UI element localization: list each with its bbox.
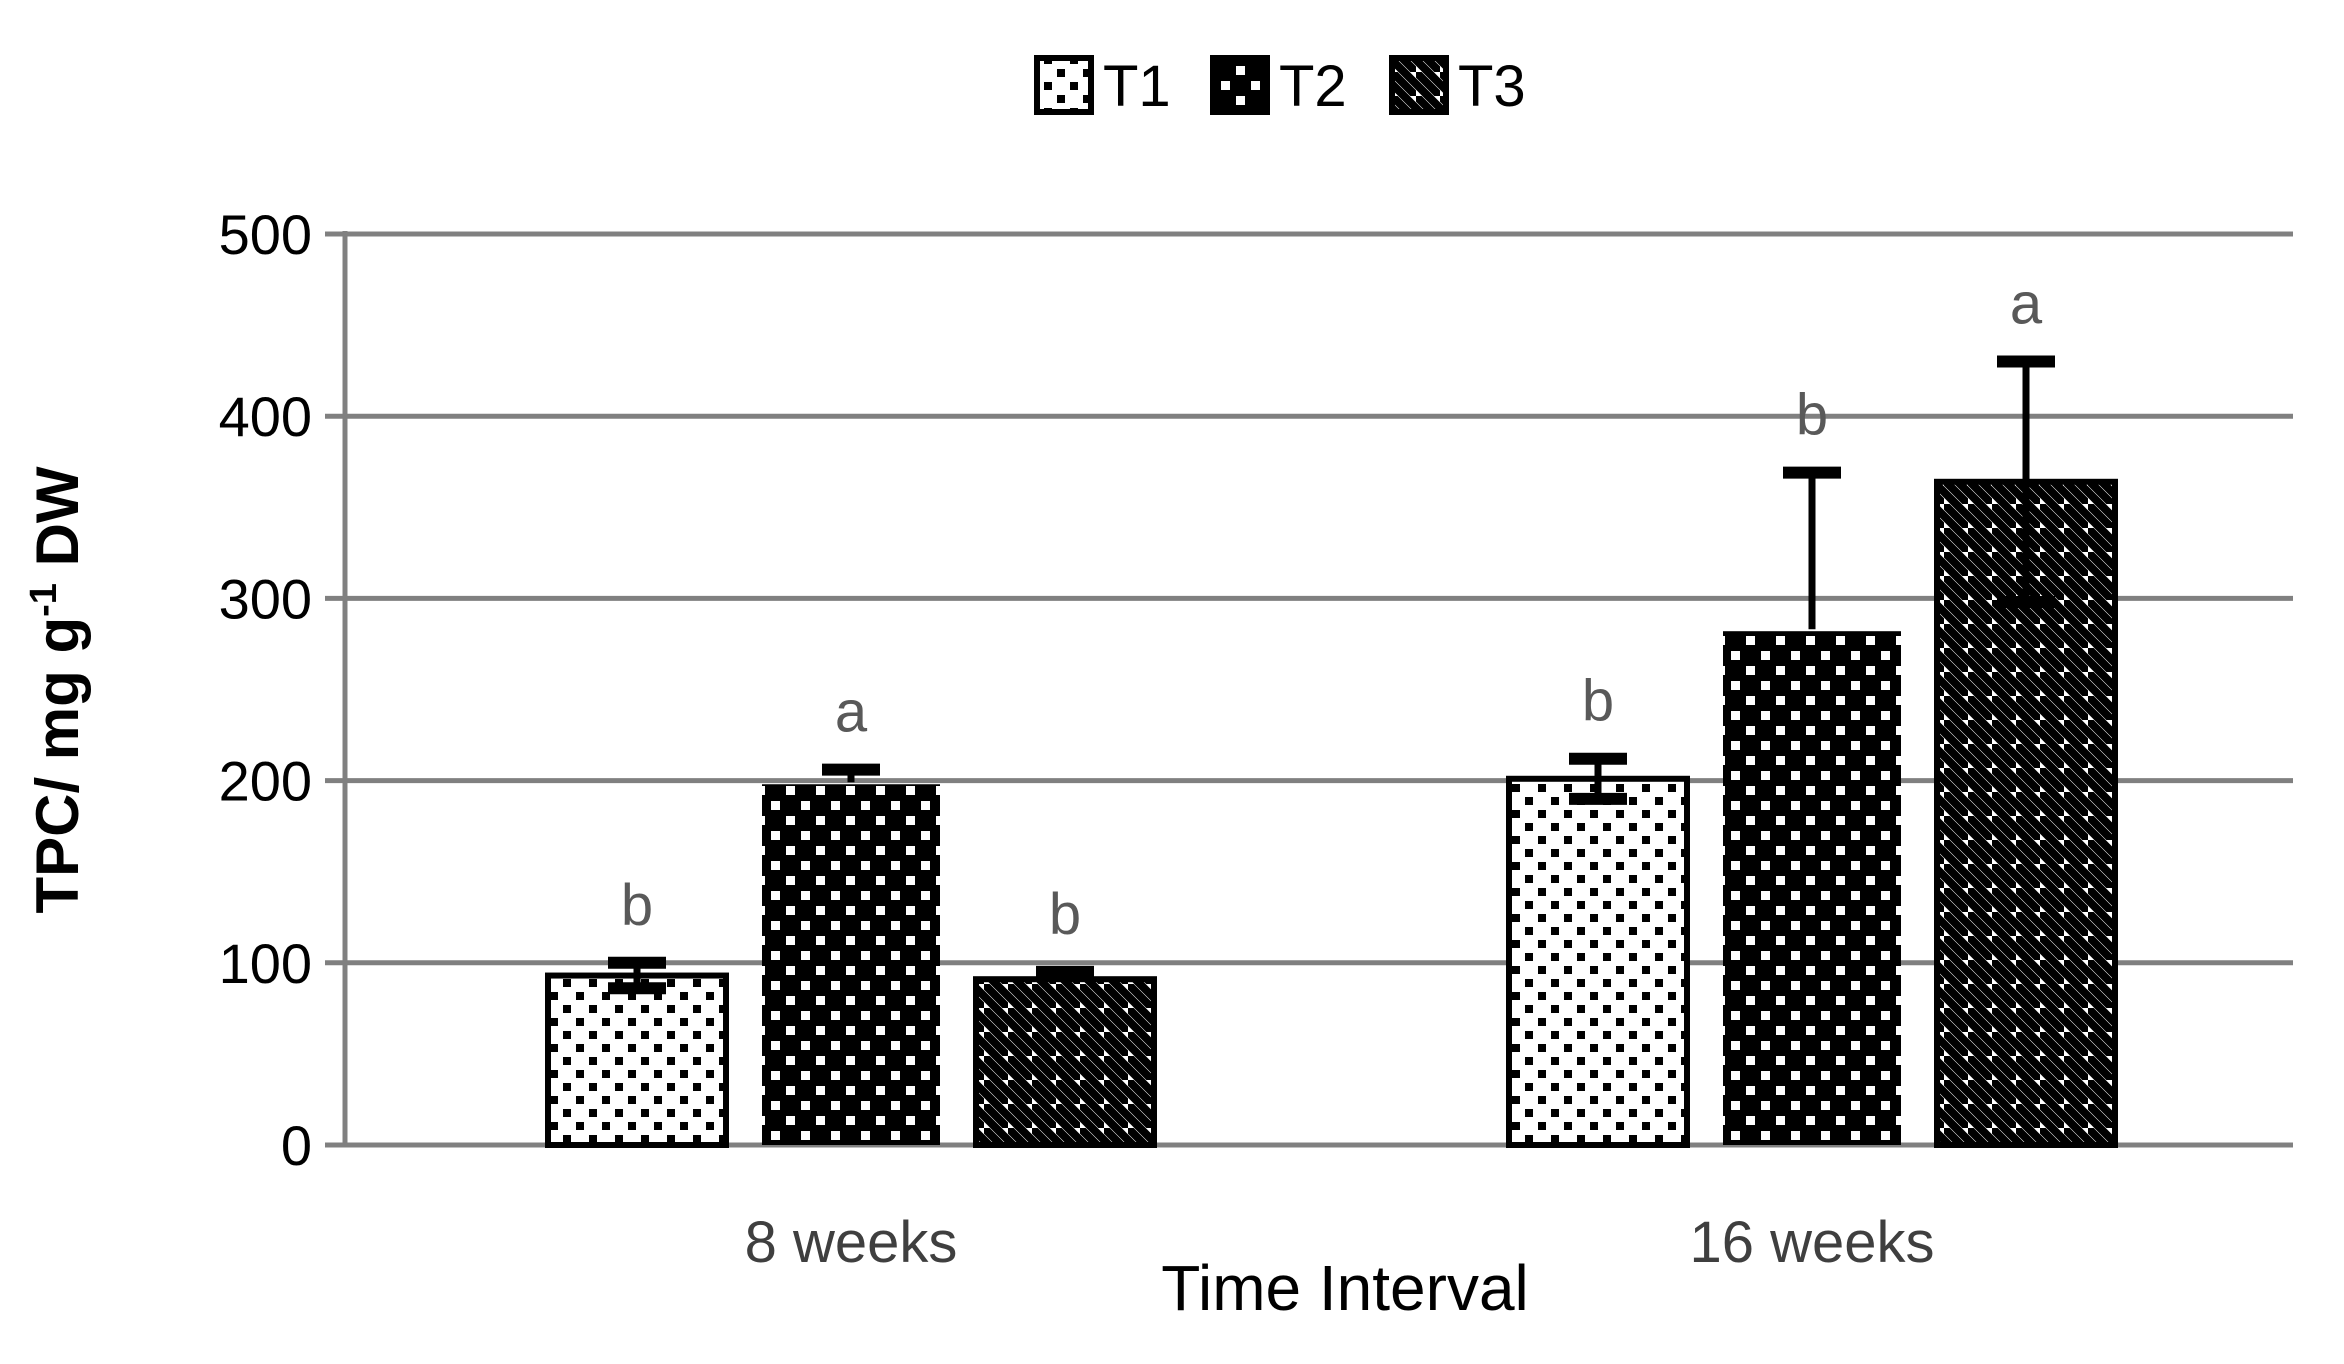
y-tick-labels-group: 0 100 200 300 400 500	[219, 203, 312, 1177]
error-bar-T3-16-weeks	[1997, 355, 2055, 609]
y-tick-label-0: 0	[281, 1114, 312, 1177]
legend-label-T3: T3	[1458, 54, 1526, 119]
category-label-16-weeks: 16 weeks	[1689, 1210, 1934, 1275]
sig-letter-T2-8-weeks: a	[835, 680, 868, 745]
bars-group: b b a b b a	[545, 272, 2118, 1149]
error-bar-T2-8-weeks	[822, 763, 880, 783]
sig-letter-T3-16-weeks: a	[2010, 272, 2043, 337]
error-bar-T3-8-weeks	[1036, 965, 1094, 978]
legend-swatch-T3	[1389, 55, 1449, 115]
y-tick-label-100: 100	[219, 932, 312, 995]
bar-T2-8-weeks	[762, 784, 940, 1145]
category-labels-group: 8 weeks 16 weeks	[745, 1210, 1935, 1275]
bar-T1-8-weeks	[545, 972, 729, 1149]
legend-swatch-T2	[1210, 55, 1270, 115]
category-label-8-weeks: 8 weeks	[745, 1210, 958, 1275]
error-bar-T2-16-weeks	[1783, 466, 1841, 630]
sig-letter-T3-8-weeks: b	[1049, 882, 1081, 947]
bar-T2-16-weeks	[1723, 631, 1901, 1145]
sig-letter-T2-16-weeks: b	[1796, 383, 1828, 448]
legend-item-T2: T2	[1210, 54, 1347, 119]
y-tick-label-300: 300	[219, 567, 312, 630]
legend-item-T1: T1	[1034, 54, 1171, 119]
legend-swatch-T1	[1034, 55, 1094, 115]
legend-group: T1 T2 T3	[1034, 54, 1526, 119]
y-axis-title: TPC/ mg g-1 DW	[23, 466, 91, 913]
y-tick-label-400: 400	[219, 385, 312, 448]
bar-T1-16-weeks	[1506, 775, 1690, 1148]
sig-letter-T1-16-weeks: b	[1582, 669, 1614, 734]
error-bar-T1-16-weeks	[1569, 752, 1627, 805]
legend-label-T1: T1	[1103, 54, 1171, 119]
sig-letter-T1-8-weeks: b	[621, 873, 653, 938]
legend-label-T2: T2	[1279, 54, 1347, 119]
bar-T3-8-weeks	[973, 976, 1157, 1148]
legend-item-T3: T3	[1389, 54, 1526, 119]
y-tick-label-200: 200	[219, 750, 312, 813]
x-axis-title: Time Interval	[1161, 1252, 1529, 1324]
error-bar-T1-8-weeks	[608, 956, 666, 995]
y-tick-label-500: 500	[219, 203, 312, 266]
